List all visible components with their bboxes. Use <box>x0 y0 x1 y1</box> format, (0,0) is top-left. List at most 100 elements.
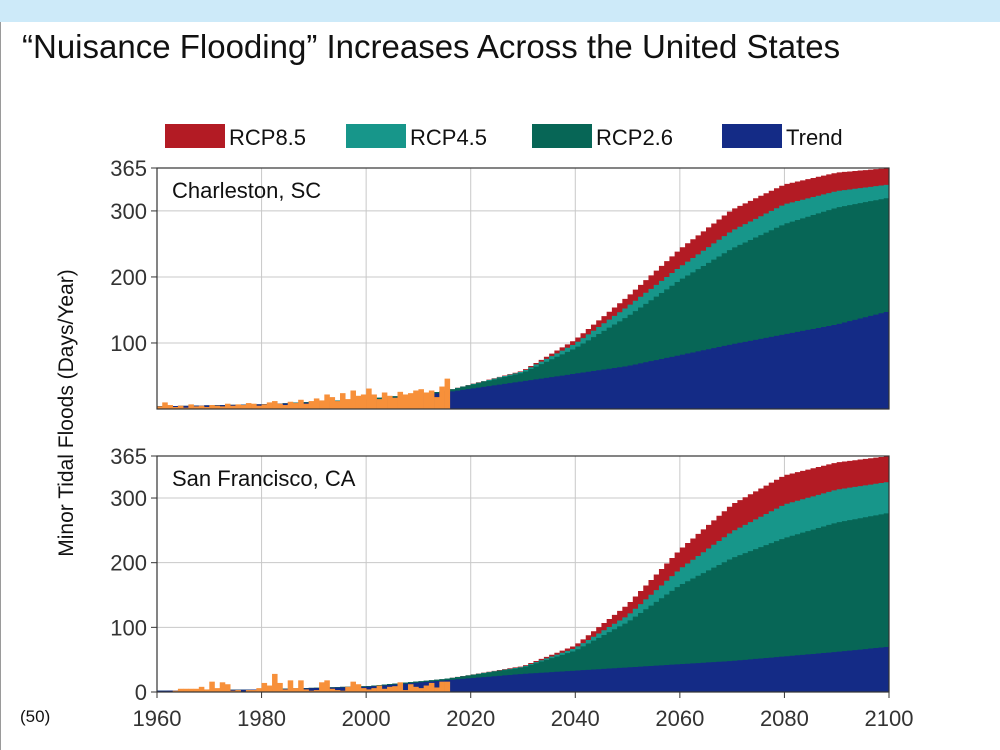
slide-left-border <box>0 22 1 750</box>
x-tick-label-2040: 2040 <box>551 706 600 731</box>
charleston-sc-observed-bar <box>387 395 393 409</box>
charleston-sc-observed-bar <box>245 403 252 409</box>
charleston-sc-location-label: Charleston, SC <box>172 178 321 203</box>
san-francisco-ca-observed-bar <box>219 682 226 692</box>
y-axis-label: Minor Tidal Floods (Days/Year) <box>55 269 78 557</box>
san-francisco-ca-observed-bar <box>272 673 278 692</box>
charleston-sc-observed-bar <box>240 405 247 409</box>
san-francisco-ca-observed-bar <box>360 688 367 692</box>
san-francisco-ca-observed-bar <box>340 690 346 692</box>
san-francisco-ca-observed-bar <box>303 689 309 692</box>
san-francisco-ca-observed-bar <box>423 685 430 692</box>
san-francisco-ca-observed-bar <box>245 690 252 692</box>
x-tick-label-2020: 2020 <box>446 706 495 731</box>
legend-label-rcp85: RCP8.5 <box>229 125 306 150</box>
charleston-sc-observed-bar <box>313 398 320 409</box>
san-francisco-ca-observed-bar <box>188 688 194 692</box>
charleston-sc-observed-bar <box>324 394 330 409</box>
charleston-sc-observed-bar <box>256 405 262 409</box>
san-francisco-ca-observed-bar <box>387 686 393 692</box>
charleston-sc-observed-bar <box>251 403 257 409</box>
charleston-sc-observed-bar <box>439 386 445 409</box>
charleston-sc-observed-bar <box>298 399 304 409</box>
san-francisco-ca-observed-bar <box>355 684 362 692</box>
charleston-sc-observed-bar <box>292 403 299 409</box>
san-francisco-ca-observed-bar <box>407 684 414 692</box>
san-francisco-ca-observed-bar <box>183 688 189 692</box>
y-tick-label-300: 300 <box>110 486 147 511</box>
san-francisco-ca-observed-bar <box>230 690 236 692</box>
san-francisco-ca-observed-bar <box>329 688 336 692</box>
san-francisco-ca-observed-bar <box>235 690 241 692</box>
charleston-sc-observed-bar <box>444 378 451 409</box>
san-francisco-ca-observed-bar <box>193 688 200 692</box>
san-francisco-ca-observed-bar <box>292 688 299 692</box>
san-francisco-ca-observed-bar <box>198 686 205 692</box>
slide-top-band <box>0 0 1000 22</box>
san-francisco-ca-observed-bar <box>418 688 424 692</box>
san-francisco-ca-observed-bar <box>402 690 409 692</box>
san-francisco-ca-observed-bar <box>397 682 404 692</box>
x-tick-label-2000: 2000 <box>342 706 391 731</box>
charleston-sc-observed-bar <box>381 392 388 409</box>
charleston-sc-observed-bar <box>230 405 236 409</box>
charleston-sc-observed-bar <box>172 407 179 409</box>
charleston-sc-observed-bar <box>345 399 351 409</box>
charleston-sc-observed-bar <box>428 390 435 409</box>
san-francisco-ca-observed-bar <box>277 682 283 692</box>
legend-swatch-rcp45 <box>346 124 406 148</box>
y-tick-label-0: 0 <box>135 680 147 705</box>
san-francisco-ca-observed-bar <box>256 688 262 692</box>
x-tick-label-2080: 2080 <box>760 706 809 731</box>
panel-san-francisco: 0 100 200 300 365 San Francisco, CA <box>110 444 890 705</box>
x-axis: 1960 1980 2000 2020 2040 2060 2080 2100 <box>133 692 914 731</box>
legend-swatch-rcp26 <box>532 124 592 148</box>
charleston-sc-observed-bar <box>423 392 430 409</box>
san-francisco-ca-observed-bar <box>345 686 351 692</box>
san-francisco-ca-observed-bar <box>319 682 325 692</box>
charleston-sc-observed-bar <box>355 395 362 409</box>
san-francisco-ca-observed-bar <box>313 690 320 692</box>
charleston-sc-observed-bar <box>340 393 346 409</box>
charleston-sc-observed-bar <box>366 388 372 409</box>
x-tick-label-1960: 1960 <box>133 706 182 731</box>
charleston-sc-observed-bar <box>162 402 168 409</box>
slide-number: (50) <box>20 707 51 726</box>
charleston-sc-observed-bar <box>167 405 173 409</box>
san-francisco-ca-observed-bar <box>298 680 304 692</box>
charleston-sc-observed-bar <box>418 389 424 409</box>
san-francisco-ca-observed-bar <box>172 690 179 692</box>
san-francisco-ca-observed-bar <box>434 687 440 692</box>
charleston-sc-observed-bar <box>204 407 210 409</box>
charleston-sc-observed-bar <box>334 401 341 409</box>
san-francisco-ca-observed-bar <box>251 690 257 692</box>
charleston-sc-observed-bar <box>392 397 398 409</box>
y-tick-label-300: 300 <box>110 199 147 224</box>
charleston-sc-observed-bar <box>371 394 377 409</box>
san-francisco-ca-observed-bar <box>261 682 268 692</box>
legend-label-trend: Trend <box>786 125 843 150</box>
san-francisco-ca-observed-bar <box>266 685 273 692</box>
charleston-sc-observed-bar <box>413 390 419 409</box>
san-francisco-ca-observed-bar <box>282 689 289 692</box>
legend-label-rcp26: RCP2.6 <box>596 125 673 150</box>
charleston-sc-observed-bar <box>198 405 205 409</box>
charleston-sc-observed-bar <box>235 404 241 409</box>
san-francisco-ca-observed-bar <box>308 690 315 692</box>
charleston-sc-observed-bar <box>193 406 200 409</box>
san-francisco-ca-area-trend <box>157 646 889 692</box>
san-francisco-ca-observed-bar <box>177 688 184 692</box>
charleston-sc-observed-bar <box>272 401 278 409</box>
san-francisco-ca-observed-bar <box>366 689 372 692</box>
panel-charleston: 100 200 300 365 Charleston, SC <box>110 156 890 410</box>
charleston-sc-observed-bar <box>261 404 268 409</box>
charleston-sc-observed-bar <box>434 397 440 409</box>
san-francisco-ca-observed-bar <box>392 686 398 692</box>
san-francisco-ca-observed-bar <box>444 681 451 692</box>
san-francisco-ca-observed-bar <box>224 684 231 692</box>
san-francisco-ca-observed-bar <box>350 681 356 692</box>
x-tick-label-2100: 2100 <box>865 706 914 731</box>
san-francisco-ca-observed-bar <box>204 689 210 692</box>
legend-label-rcp45: RCP4.5 <box>410 125 487 150</box>
